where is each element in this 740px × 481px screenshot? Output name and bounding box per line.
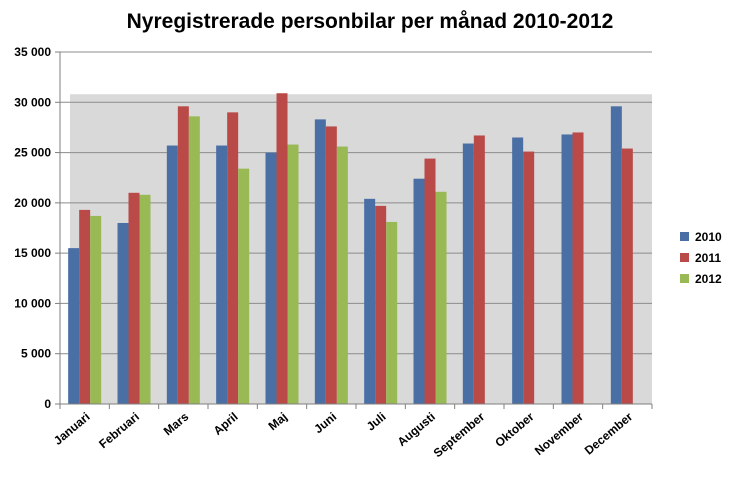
bar-2011-augusti	[424, 158, 436, 404]
bar-2011-juli	[375, 205, 387, 404]
bar-2011-januari	[79, 209, 91, 404]
bar-2011-september	[473, 135, 485, 404]
bars	[68, 93, 633, 405]
x-tick-label: Juni	[311, 410, 339, 437]
bar-2010-januari	[68, 248, 80, 404]
y-tick-label: 25 000	[14, 146, 51, 160]
bar-2011-november	[572, 132, 584, 404]
legend-swatch-2010	[680, 232, 689, 241]
bar-2010-juni	[314, 119, 326, 404]
legend: 2010 2011 2012	[680, 230, 722, 286]
x-tick-label: November	[532, 409, 586, 458]
bar-2012-augusti	[435, 191, 447, 404]
bar-2011-maj	[276, 93, 288, 404]
bar-2012-februari	[139, 194, 151, 404]
y-tick-label: 0	[44, 397, 51, 411]
legend-swatch-2012	[680, 274, 689, 283]
y-tick-label: 35 000	[14, 45, 51, 59]
x-tick-label: December	[582, 409, 636, 457]
x-axis-ticks: Januari Februari Mars April Maj Juni Juli Augus…	[51, 404, 653, 460]
bar-2010-februari	[117, 222, 129, 404]
bar-2010-oktober	[512, 137, 524, 404]
x-tick-label: Mars	[161, 409, 192, 438]
x-tick-label: Juli	[364, 410, 389, 434]
y-tick-label: 20 000	[14, 196, 51, 210]
bar-2010-maj	[265, 152, 277, 404]
y-tick-label: 5 000	[21, 347, 51, 361]
legend-label-2011: 2011	[695, 251, 721, 265]
bar-2011-juni	[325, 126, 337, 405]
bar-2012-juni	[336, 146, 348, 404]
x-tick-label: Maj	[266, 410, 290, 434]
bar-2011-december	[621, 148, 633, 404]
bar-2010-augusti	[413, 178, 425, 404]
x-tick-label: Januari	[51, 410, 93, 448]
bar-2012-januari	[90, 215, 102, 404]
bar-2011-oktober	[523, 151, 535, 404]
bar-2011-mars	[177, 106, 189, 405]
bar-2012-maj	[287, 144, 299, 405]
gridlines	[60, 51, 652, 355]
x-tick-label: Februari	[96, 410, 142, 452]
legend-swatch-2011	[680, 253, 689, 262]
bar-2012-juli	[386, 221, 398, 404]
chart-title: Nyregistrerade personbilar per månad 201…	[127, 10, 614, 33]
x-tick-label: Augusti	[395, 410, 438, 449]
x-tick-label: April	[211, 410, 241, 438]
bar-2010-juli	[364, 198, 376, 404]
bar-2012-april	[238, 168, 250, 404]
x-tick-label: Oktober	[492, 409, 536, 450]
legend-label-2010: 2010	[695, 230, 722, 244]
bar-2011-februari	[128, 192, 140, 404]
bar-2010-december	[610, 106, 622, 405]
bar-2011-april	[227, 112, 239, 404]
y-axis-ticks: 0 5 000 10 000 15 000 20 000 25 000 30 000 35 0…	[14, 45, 60, 411]
y-tick-label: 10 000	[14, 296, 51, 310]
legend-label-2012: 2012	[695, 272, 722, 286]
bar-2010-november	[561, 134, 573, 404]
bar-2010-mars	[166, 145, 178, 404]
y-tick-label: 15 000	[14, 246, 51, 260]
bar-2012-mars	[188, 116, 200, 404]
bar-2010-september	[462, 143, 474, 404]
bar-2010-april	[216, 145, 228, 404]
y-tick-label: 30 000	[14, 95, 51, 109]
x-tick-label: September	[431, 409, 488, 460]
